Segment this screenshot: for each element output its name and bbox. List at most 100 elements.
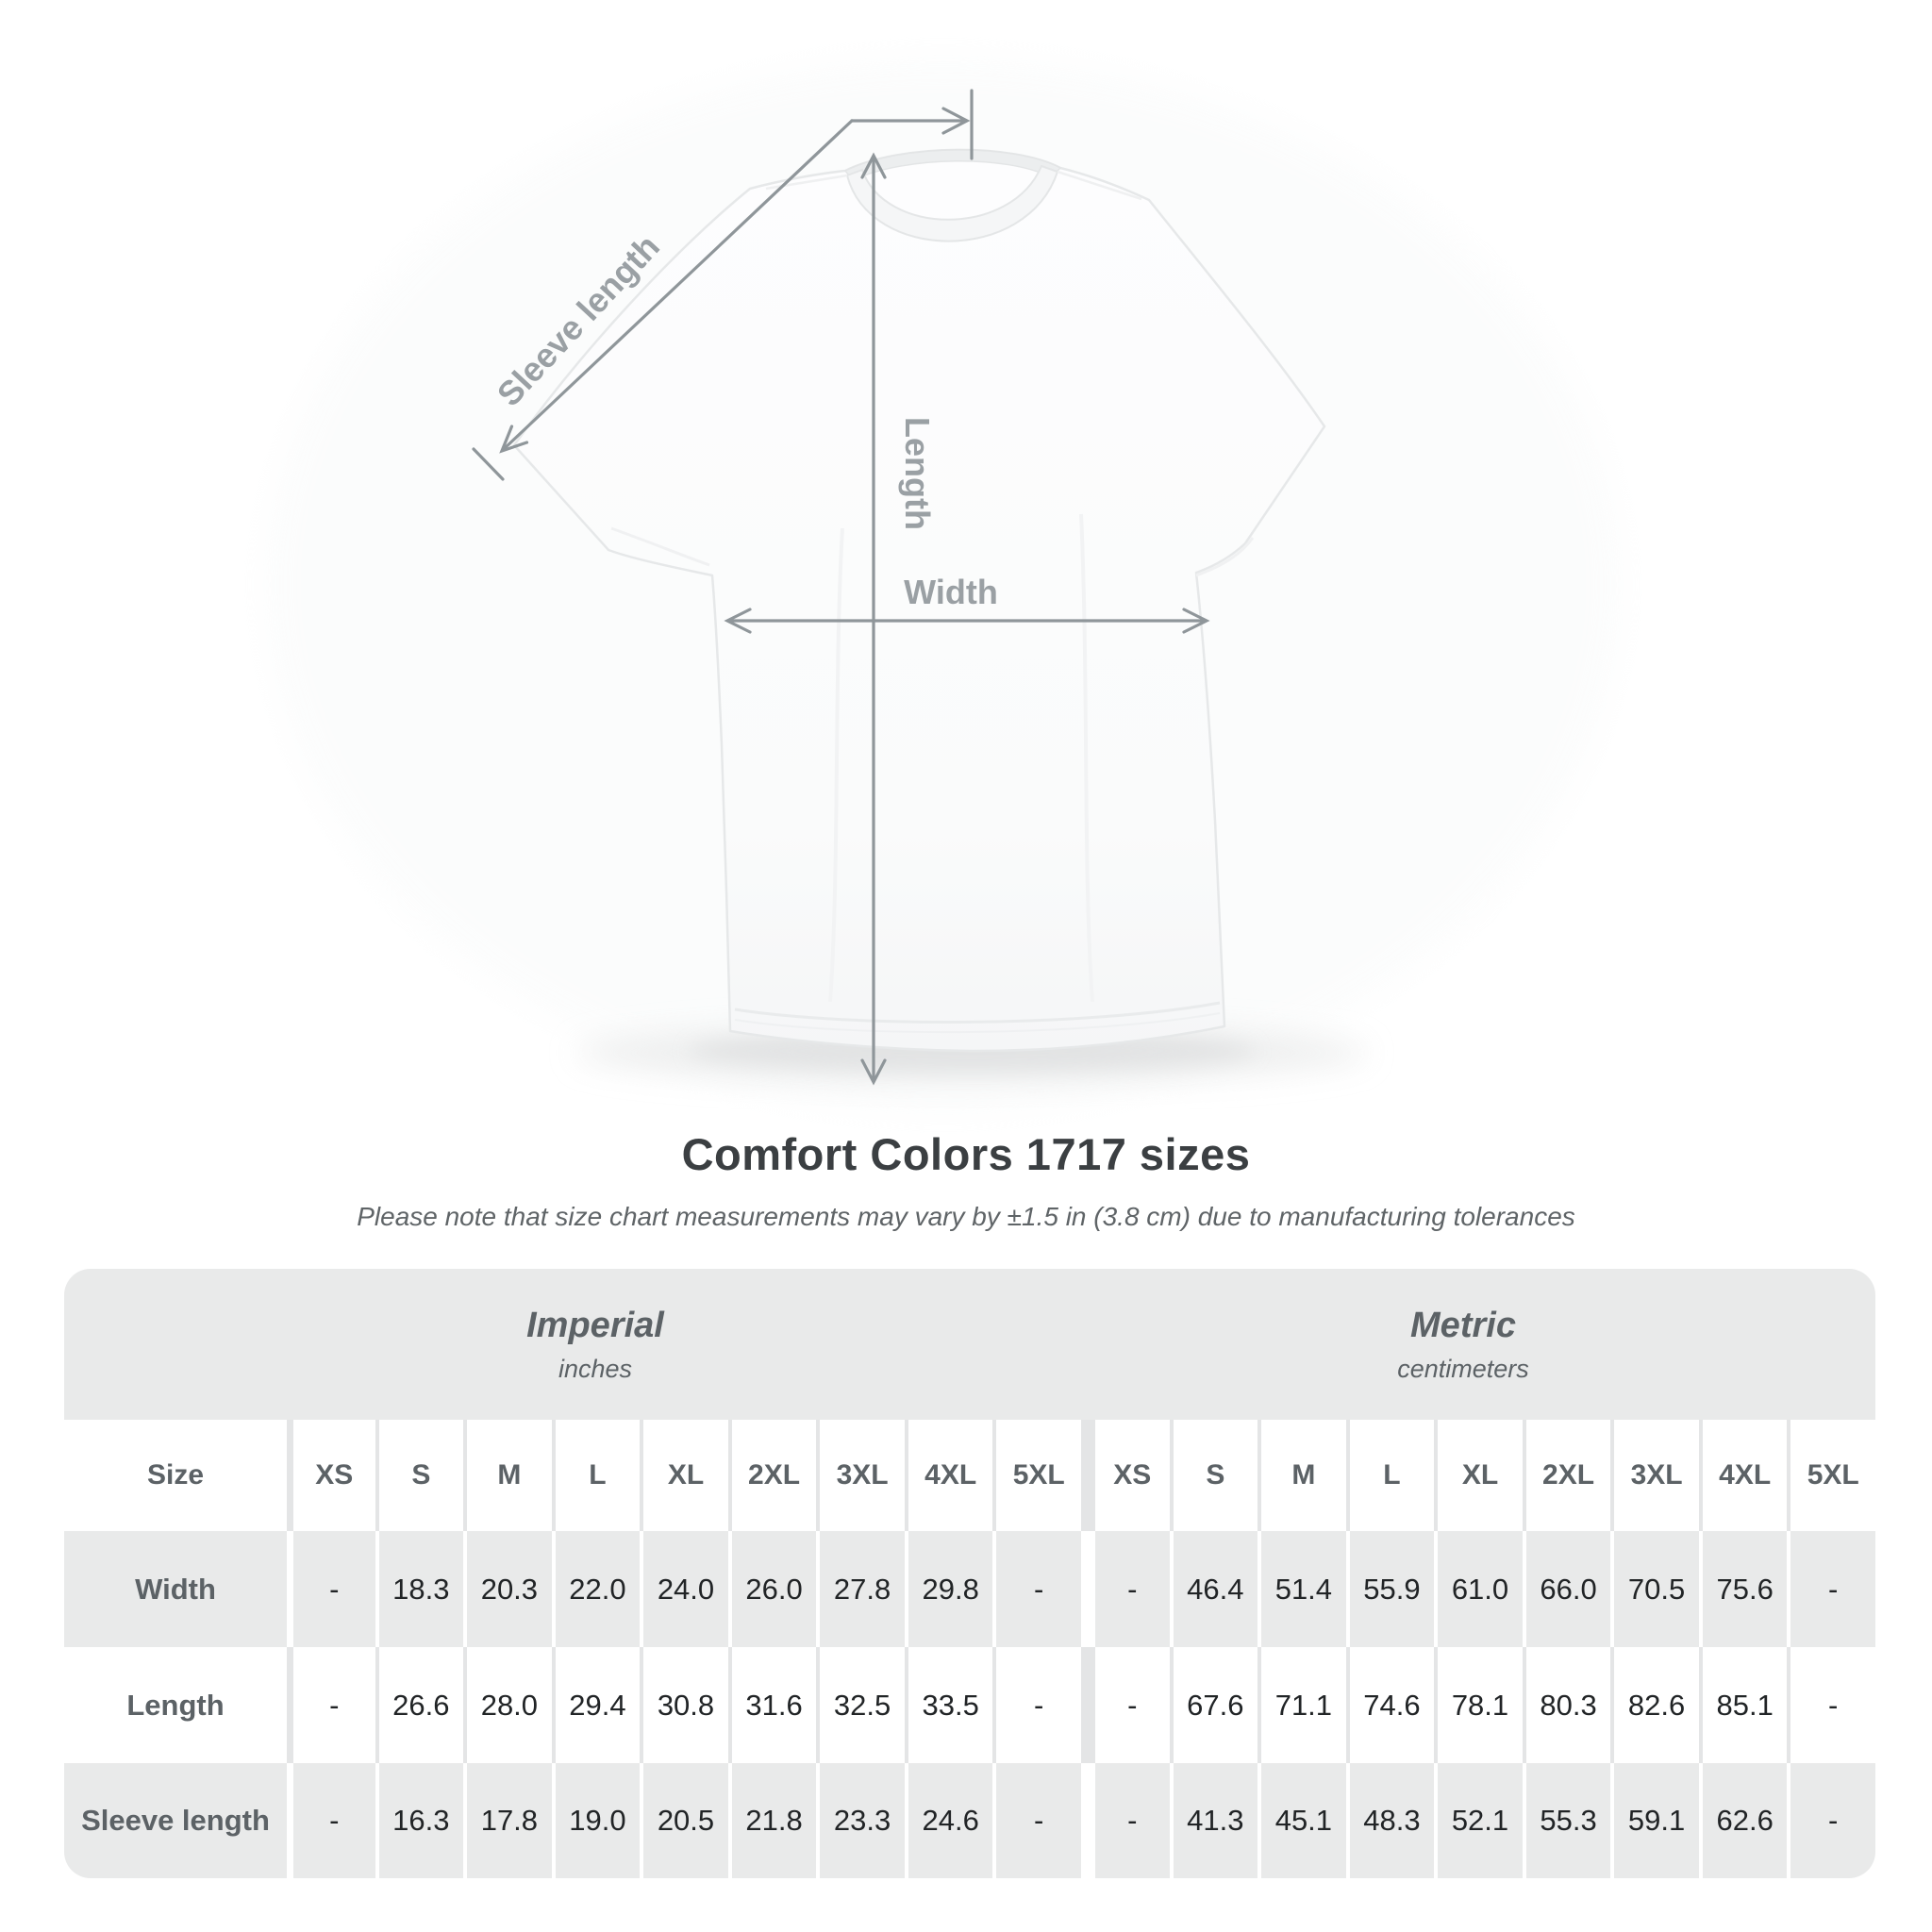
table-cell: 20.5 [640, 1763, 728, 1878]
size-col-header: 4XL [904, 1420, 993, 1531]
page-subtitle: Please note that size chart measurements… [357, 1202, 1575, 1231]
table-cell: 80.3 [1522, 1647, 1611, 1763]
length-label: Length [898, 417, 937, 530]
size-label: Size [146, 1459, 205, 1491]
table-cell: 74.6 [1345, 1647, 1435, 1763]
tshirt-size-diagram: Sleeve length Length Width [264, 57, 1623, 1113]
size-col-header: 4XL [1698, 1420, 1788, 1531]
size-header-row: Size XS S M L XL 2XL 3XL 4XL 5XL XS S M L XL 2XL 3XL 4XL 5… [64, 1420, 1875, 1531]
table-cell: - [1787, 1531, 1875, 1647]
table-cell: 46.4 [1169, 1531, 1258, 1647]
table-cell: 17.8 [463, 1763, 552, 1878]
size-col-header: 5XL [992, 1420, 1081, 1531]
table-cell: 59.1 [1610, 1763, 1699, 1878]
table-cell: 41.3 [1169, 1763, 1258, 1878]
size-table-rows: Size XS S M L XL 2XL 3XL 4XL 5XL XS S M L XL 2XL 3XL 4XL 5… [64, 1420, 1875, 1878]
tshirt-image [512, 148, 1326, 1053]
sleeve-length-arrow [472, 89, 974, 481]
table-cell: - [287, 1763, 375, 1878]
table-cell: - [287, 1531, 375, 1647]
hem-stitch [734, 1001, 1221, 1024]
table-cell: 85.1 [1698, 1647, 1788, 1763]
table-cell: 66.0 [1522, 1531, 1611, 1647]
table-cell: 23.3 [816, 1763, 905, 1878]
size-col-header: 2XL [1522, 1420, 1611, 1531]
table-cell: 75.6 [1698, 1531, 1788, 1647]
table-cell: 24.6 [904, 1763, 993, 1878]
size-col-header: M [1257, 1420, 1346, 1531]
imperial-label: Imperial [526, 1306, 664, 1345]
table-cell: 62.6 [1698, 1763, 1788, 1878]
table-cell: 48.3 [1345, 1763, 1435, 1878]
table-cell: 67.6 [1169, 1647, 1258, 1763]
measurement-row-sleeve-length: Sleeve length -16.3 17.8 19.0 20.5 21.8 23.3 24… [64, 1763, 1875, 1878]
metric-label: Metric [1410, 1306, 1516, 1345]
table-cell: 28.0 [463, 1647, 552, 1763]
measurement-row-width: Width -18.3 20.3 22.0 24.0 26.0 27.8 29.8- -46.4… [64, 1531, 1875, 1647]
size-col-header: L [551, 1420, 641, 1531]
page-title: Comfort Colors 1717 sizes [681, 1129, 1251, 1179]
size-col-header: M [463, 1420, 552, 1531]
table-cell: - [992, 1531, 1081, 1647]
table-cell: 20.3 [463, 1531, 552, 1647]
table-cell: 52.1 [1434, 1763, 1523, 1878]
table-cell: 24.0 [640, 1531, 728, 1647]
row-label: Width [135, 1572, 216, 1606]
table-cell: 61.0 [1434, 1531, 1523, 1647]
table-cell: 71.1 [1257, 1647, 1346, 1763]
table-cell: 27.8 [816, 1531, 905, 1647]
size-col-header: XS [1081, 1420, 1170, 1531]
table-cell: 18.3 [375, 1531, 464, 1647]
table-cell: 33.5 [904, 1647, 993, 1763]
metric-unit-label: centimeters [1397, 1355, 1529, 1383]
table-cell: 26.6 [375, 1647, 464, 1763]
table-cell: 29.4 [551, 1647, 641, 1763]
size-col-header: XS [287, 1420, 375, 1531]
table-cell: - [1787, 1647, 1875, 1763]
size-col-header: S [375, 1420, 464, 1531]
table-cell: 30.8 [640, 1647, 728, 1763]
length-arrow [860, 152, 887, 1086]
table-cell: - [287, 1647, 375, 1763]
size-col-header: 5XL [1787, 1420, 1875, 1531]
table-cell: - [1081, 1763, 1170, 1878]
table-cell: - [1081, 1647, 1170, 1763]
table-cell: 29.8 [904, 1531, 993, 1647]
size-col-header: 3XL [1610, 1420, 1699, 1531]
size-col-header: XL [1434, 1420, 1523, 1531]
table-cell: - [992, 1647, 1081, 1763]
table-cell: - [1787, 1763, 1875, 1878]
table-cell: 26.0 [727, 1531, 817, 1647]
table-cell: 22.0 [551, 1531, 641, 1647]
measurement-row-length: Length -26.6 28.0 29.4 30.8 31.6 32.5 33.5- -67.… [64, 1647, 1875, 1763]
row-label: Length [126, 1688, 225, 1722]
table-cell: 16.3 [375, 1763, 464, 1878]
size-col-header: 3XL [816, 1420, 905, 1531]
table-cell: 45.1 [1257, 1763, 1346, 1878]
width-label: Width [904, 573, 998, 611]
size-col-header: S [1169, 1420, 1258, 1531]
size-col-header: 2XL [727, 1420, 817, 1531]
size-table: Imperial inches Metric centimeters Size X… [64, 1269, 1875, 1878]
table-group-header: Imperial inches Metric centimeters [64, 1269, 1875, 1420]
table-cell: 55.3 [1522, 1763, 1611, 1878]
table-cell: - [1081, 1531, 1170, 1647]
table-cell: 19.0 [551, 1763, 641, 1878]
row-label: Sleeve length [81, 1804, 270, 1837]
table-cell: 78.1 [1434, 1647, 1523, 1763]
imperial-group-header: Imperial inches [64, 1269, 1081, 1420]
size-col-header: L [1345, 1420, 1435, 1531]
table-cell: 51.4 [1257, 1531, 1346, 1647]
table-cell: 55.9 [1345, 1531, 1435, 1647]
table-cell: - [992, 1763, 1081, 1878]
width-arrow [724, 608, 1210, 634]
size-col-header: XL [640, 1420, 728, 1531]
metric-group-header: Metric centimeters [1081, 1269, 1875, 1420]
table-cell: 32.5 [816, 1647, 905, 1763]
table-cell: 82.6 [1610, 1647, 1699, 1763]
table-cell: 70.5 [1610, 1531, 1699, 1647]
tshirt-figure-svg: Sleeve length Length Width [264, 57, 1623, 1113]
table-cell: 21.8 [727, 1763, 817, 1878]
table-cell: 31.6 [727, 1647, 817, 1763]
imperial-unit-label: inches [558, 1355, 633, 1383]
